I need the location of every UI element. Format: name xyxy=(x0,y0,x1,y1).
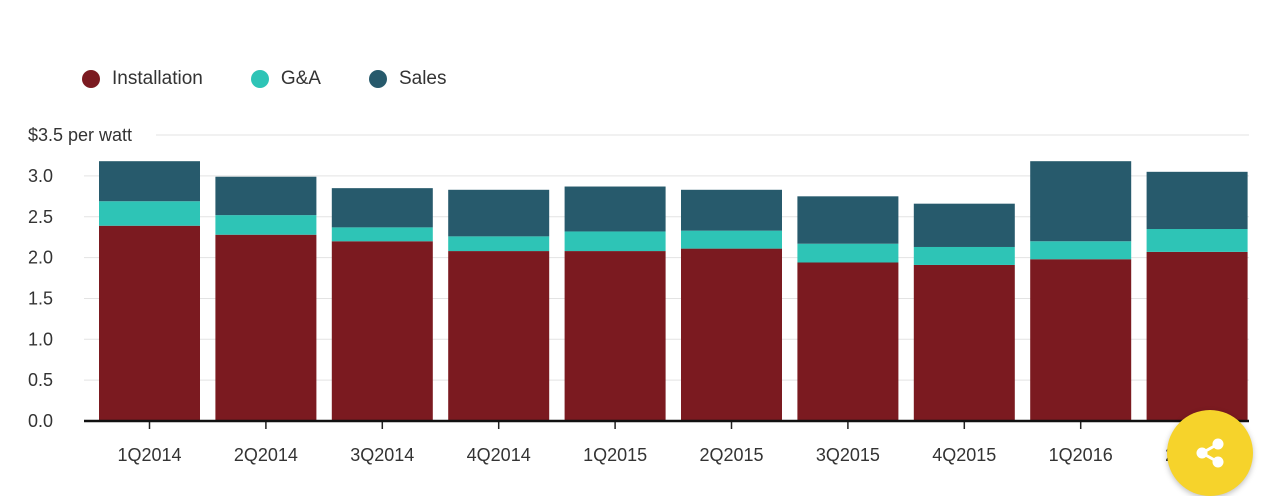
bar-segment-g-a xyxy=(215,215,317,235)
y-tick-label: 1.5 xyxy=(28,288,53,308)
bar-segment-installation xyxy=(1146,251,1248,421)
bar-segment-sales xyxy=(331,188,433,228)
legend-label-ga: G&A xyxy=(280,68,321,89)
y-tick-label: 2.5 xyxy=(28,207,53,227)
chart-legend: Installation G&A Sales xyxy=(82,68,495,90)
bar-segment-installation xyxy=(564,251,666,421)
bar-segment-installation xyxy=(99,225,200,421)
x-tick-label: 1Q2016 xyxy=(1049,445,1113,465)
bar-segment-g-a xyxy=(797,243,899,263)
y-tick-label: 3.0 xyxy=(28,166,53,186)
bar-segment-installation xyxy=(331,241,433,421)
bar-segment-g-a xyxy=(1030,241,1132,260)
bar-segment-installation xyxy=(1030,259,1132,421)
bar-segment-sales xyxy=(913,203,1015,247)
legend-label-sales: Sales xyxy=(398,68,447,89)
bar-segment-sales xyxy=(448,189,550,237)
x-tick-label: 2Q2014 xyxy=(234,445,298,465)
bar-segment-g-a xyxy=(681,230,782,249)
y-axis-label: $3.5 per watt xyxy=(28,125,132,145)
legend-swatch-installation xyxy=(82,70,100,88)
share-icon xyxy=(1196,438,1224,468)
bar-segment-installation xyxy=(681,248,782,421)
y-tick-label: 0.0 xyxy=(28,411,53,431)
legend-swatch-sales xyxy=(368,70,387,88)
bar-segment-sales xyxy=(1030,161,1132,242)
y-tick-label: 0.5 xyxy=(28,370,53,390)
share-button[interactable] xyxy=(1167,410,1253,496)
bar-segment-installation xyxy=(913,264,1015,421)
x-tick-label: 1Q2014 xyxy=(117,445,181,465)
bar-segment-sales xyxy=(681,189,782,231)
bar-segment-sales xyxy=(99,161,200,202)
bar-segment-sales xyxy=(564,186,666,232)
x-tick-label: 3Q2015 xyxy=(816,445,880,465)
bar-segment-g-a xyxy=(1146,229,1248,252)
legend-item-sales[interactable]: Sales xyxy=(368,68,447,90)
legend-label-installation: Installation xyxy=(112,68,203,89)
legend-item-ga[interactable]: G&A xyxy=(250,68,321,90)
bar-segment-g-a xyxy=(564,231,666,252)
x-tick-label: 2Q2015 xyxy=(699,445,763,465)
bar-segment-installation xyxy=(797,262,899,421)
bar-segment-g-a xyxy=(913,246,1015,265)
x-tick-label: 4Q2014 xyxy=(467,445,531,465)
bar-segment-sales xyxy=(1146,171,1248,230)
y-tick-label: 1.0 xyxy=(28,329,53,349)
stacked-bar-chart: 0.0 0.5 1.0 1.5 2.0 2.5 3.0 $3.5 per watt 1Q2014… xyxy=(28,125,1249,465)
x-tick-label: 1Q2015 xyxy=(583,445,647,465)
bar-segment-installation xyxy=(215,234,317,421)
x-tick-label: 3Q2014 xyxy=(350,445,414,465)
bar-segment-g-a xyxy=(99,201,200,226)
legend-swatch-ga xyxy=(250,70,269,88)
bar-segment-sales xyxy=(215,176,317,216)
x-tick-label: 4Q2015 xyxy=(932,445,996,465)
bar-segment-installation xyxy=(448,251,550,421)
bar-segment-g-a xyxy=(331,227,433,242)
y-tick-label: 2.0 xyxy=(28,248,53,268)
bar-segment-g-a xyxy=(448,236,550,252)
legend-item-installation[interactable]: Installation xyxy=(82,68,203,90)
bar-segment-sales xyxy=(797,196,899,244)
